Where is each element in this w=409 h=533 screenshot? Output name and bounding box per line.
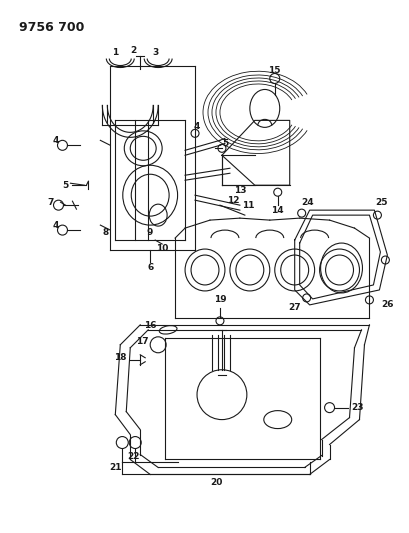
Text: 4: 4 — [52, 136, 58, 145]
Text: 14: 14 — [271, 206, 283, 215]
Text: 6: 6 — [147, 263, 153, 272]
Text: 12: 12 — [226, 196, 238, 205]
Text: 5: 5 — [62, 181, 68, 190]
Text: 24: 24 — [301, 198, 313, 207]
Text: 23: 23 — [351, 403, 363, 412]
Text: 26: 26 — [380, 301, 393, 309]
Text: 15: 15 — [268, 66, 280, 75]
Text: 27: 27 — [288, 303, 300, 312]
Text: 19: 19 — [213, 295, 226, 304]
Text: 16: 16 — [144, 321, 156, 330]
Text: 2: 2 — [130, 46, 136, 55]
Text: 4: 4 — [52, 221, 58, 230]
Text: 3: 3 — [152, 48, 158, 57]
Text: 17: 17 — [135, 337, 148, 346]
Text: 25: 25 — [374, 198, 387, 207]
Text: 4: 4 — [193, 122, 200, 131]
Text: 9756 700: 9756 700 — [18, 21, 84, 34]
Text: 8: 8 — [102, 228, 108, 237]
Text: 21: 21 — [109, 463, 121, 472]
Text: 11: 11 — [241, 200, 254, 209]
Text: 1: 1 — [112, 48, 118, 57]
Text: 20: 20 — [209, 478, 222, 487]
Text: 13: 13 — [233, 185, 245, 195]
Text: 10: 10 — [155, 244, 168, 253]
Text: 7: 7 — [47, 198, 54, 207]
Text: 18: 18 — [114, 353, 126, 362]
Text: 22: 22 — [127, 452, 139, 461]
Text: 5: 5 — [221, 139, 227, 148]
Text: 9: 9 — [147, 228, 153, 237]
